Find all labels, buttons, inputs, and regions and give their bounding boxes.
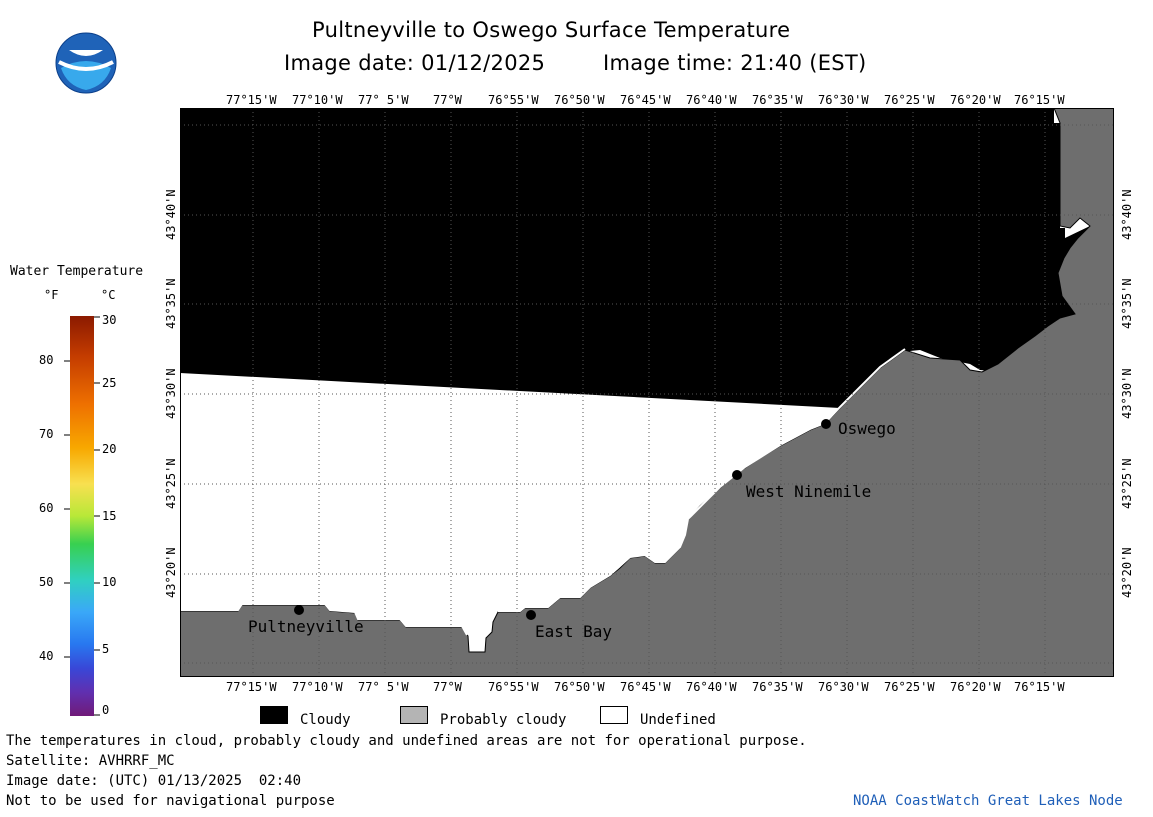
lat-label: 43°30'N xyxy=(1120,368,1134,419)
lon-label: 76°45'W xyxy=(620,680,671,694)
oswego-marker xyxy=(821,419,831,429)
image-time: Image time: 21:40 (EST) xyxy=(603,51,867,75)
f-tick-60: 60 xyxy=(39,501,54,515)
lon-label: 77°15'W xyxy=(226,93,277,107)
map-title: Pultneyville to Oswego Surface Temperatu… xyxy=(312,18,791,42)
lat-label: 43°40'N xyxy=(164,189,178,240)
lon-label: 77°W xyxy=(433,680,462,694)
lat-label: 43°35'N xyxy=(164,278,178,329)
lat-label: 43°25'N xyxy=(1120,458,1134,509)
c-tick-25: 25 xyxy=(102,376,117,390)
c-tick-30: 30 xyxy=(102,313,117,327)
lon-label: 77° 5'W xyxy=(358,93,409,107)
colorbar-ticks xyxy=(64,316,100,716)
satellite-text: Satellite: AVHRRF_MC xyxy=(6,753,175,769)
lon-label: 76°50'W xyxy=(554,93,605,107)
logo-text: NOAA xyxy=(52,22,82,32)
lon-label: 77°15'W xyxy=(226,680,277,694)
legend-label-undefined: Undefined xyxy=(640,712,716,728)
lon-label: 77°W xyxy=(433,93,462,107)
image-date: Image date: 01/12/2025 xyxy=(284,51,546,75)
lat-label: 43°40'N xyxy=(1120,189,1134,240)
lon-label: 76°20'W xyxy=(950,93,1001,107)
cloudy-area xyxy=(180,108,1090,408)
lat-label: 43°25'N xyxy=(164,458,178,509)
place-label-east-bay: East Bay xyxy=(535,622,613,641)
lat-label: 43°20'N xyxy=(1120,547,1134,598)
lon-label: 76°15'W xyxy=(1014,680,1065,694)
lon-label: 77° 5'W xyxy=(358,680,409,694)
east-bay-marker xyxy=(526,610,536,620)
colorbar-title: Water Temperature xyxy=(10,264,144,279)
colorbar-unit-f: °F xyxy=(44,288,59,302)
colorbar-gradient xyxy=(70,316,94,716)
lat-label: 43°20'N xyxy=(164,547,178,598)
colorbar-unit-c: °C xyxy=(101,288,116,302)
pultneyville-marker xyxy=(294,605,304,615)
c-tick-5: 5 xyxy=(102,642,110,656)
f-tick-50: 50 xyxy=(39,575,54,589)
nav-warning-text: Not to be used for navigational purpose xyxy=(6,793,335,809)
f-tick-40: 40 xyxy=(39,649,54,663)
noaa-logo: NOAA xyxy=(36,13,117,94)
lon-label: 76°35'W xyxy=(752,93,803,107)
place-label-west-ninemile: West Ninemile xyxy=(746,482,872,501)
legend-label-cloudy: Cloudy xyxy=(300,712,351,728)
lon-label: 76°35'W xyxy=(752,680,803,694)
lon-label: 76°20'W xyxy=(950,680,1001,694)
temperature-map xyxy=(180,108,1114,677)
credit-text: NOAA CoastWatch Great Lakes Node xyxy=(853,793,1123,809)
lon-label: 76°50'W xyxy=(554,680,605,694)
lon-label: 76°15'W xyxy=(1014,93,1065,107)
place-label-pultneyville: Pultneyville xyxy=(248,617,364,636)
lon-label: 76°25'W xyxy=(884,680,935,694)
legend-label-probably-cloudy: Probably cloudy xyxy=(440,712,567,728)
c-tick-15: 15 xyxy=(102,509,117,523)
lon-label: 77°10'W xyxy=(292,93,343,107)
place-label-oswego: Oswego xyxy=(838,419,896,438)
west-ninemile-marker xyxy=(732,470,742,480)
legend-swatch-cloudy xyxy=(260,706,288,724)
legend-swatch-probably-cloudy xyxy=(400,706,428,724)
c-tick-0: 0 xyxy=(102,703,110,717)
lon-label: 76°30'W xyxy=(818,93,869,107)
c-tick-20: 20 xyxy=(102,442,117,456)
lon-label: 76°40'W xyxy=(686,93,737,107)
lon-label: 76°45'W xyxy=(620,93,671,107)
lon-label: 76°30'W xyxy=(818,680,869,694)
f-tick-70: 70 xyxy=(39,427,54,441)
utc-date-text: Image date: (UTC) 01/13/2025 02:40 xyxy=(6,773,302,789)
lon-label: 76°25'W xyxy=(884,93,935,107)
lon-label: 76°55'W xyxy=(488,680,539,694)
lon-label: 76°40'W xyxy=(686,680,737,694)
f-tick-80: 80 xyxy=(39,353,54,367)
disclaimer-text: The temperatures in cloud, probably clou… xyxy=(6,733,807,749)
lat-label: 43°30'N xyxy=(164,368,178,419)
c-tick-10: 10 xyxy=(102,575,117,589)
lon-label: 76°55'W xyxy=(488,93,539,107)
legend-swatch-undefined xyxy=(600,706,628,724)
lat-label: 43°35'N xyxy=(1120,278,1134,329)
lon-label: 77°10'W xyxy=(292,680,343,694)
